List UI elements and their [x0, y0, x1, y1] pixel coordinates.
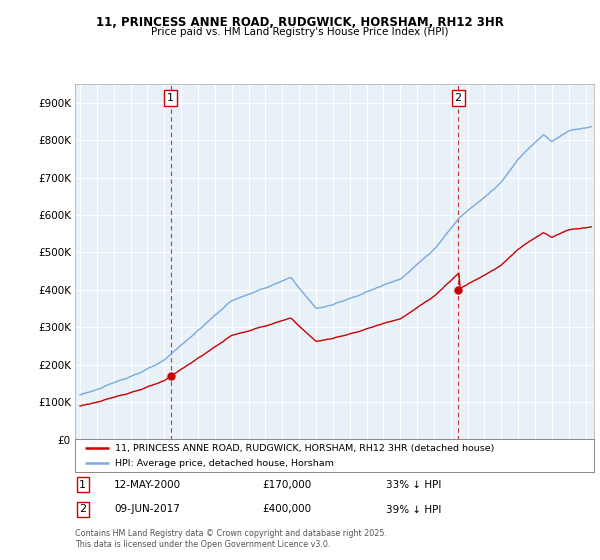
Text: 11, PRINCESS ANNE ROAD, RUDGWICK, HORSHAM, RH12 3HR (detached house): 11, PRINCESS ANNE ROAD, RUDGWICK, HORSHA…	[115, 444, 495, 452]
Text: 2: 2	[455, 93, 462, 103]
Text: Price paid vs. HM Land Registry's House Price Index (HPI): Price paid vs. HM Land Registry's House …	[151, 27, 449, 37]
Text: 11, PRINCESS ANNE ROAD, RUDGWICK, HORSHAM, RH12 3HR: 11, PRINCESS ANNE ROAD, RUDGWICK, HORSHA…	[96, 16, 504, 29]
Text: 1: 1	[79, 480, 86, 490]
Text: Contains HM Land Registry data © Crown copyright and database right 2025.
This d: Contains HM Land Registry data © Crown c…	[75, 529, 387, 549]
Text: 33% ↓ HPI: 33% ↓ HPI	[386, 480, 442, 490]
Text: 1: 1	[167, 93, 174, 103]
Text: 12-MAY-2000: 12-MAY-2000	[114, 480, 181, 490]
Text: £170,000: £170,000	[262, 480, 311, 490]
Text: 2: 2	[79, 505, 86, 515]
Text: 09-JUN-2017: 09-JUN-2017	[114, 505, 180, 515]
Text: 39% ↓ HPI: 39% ↓ HPI	[386, 505, 442, 515]
Text: £400,000: £400,000	[262, 505, 311, 515]
Text: HPI: Average price, detached house, Horsham: HPI: Average price, detached house, Hors…	[115, 459, 334, 468]
